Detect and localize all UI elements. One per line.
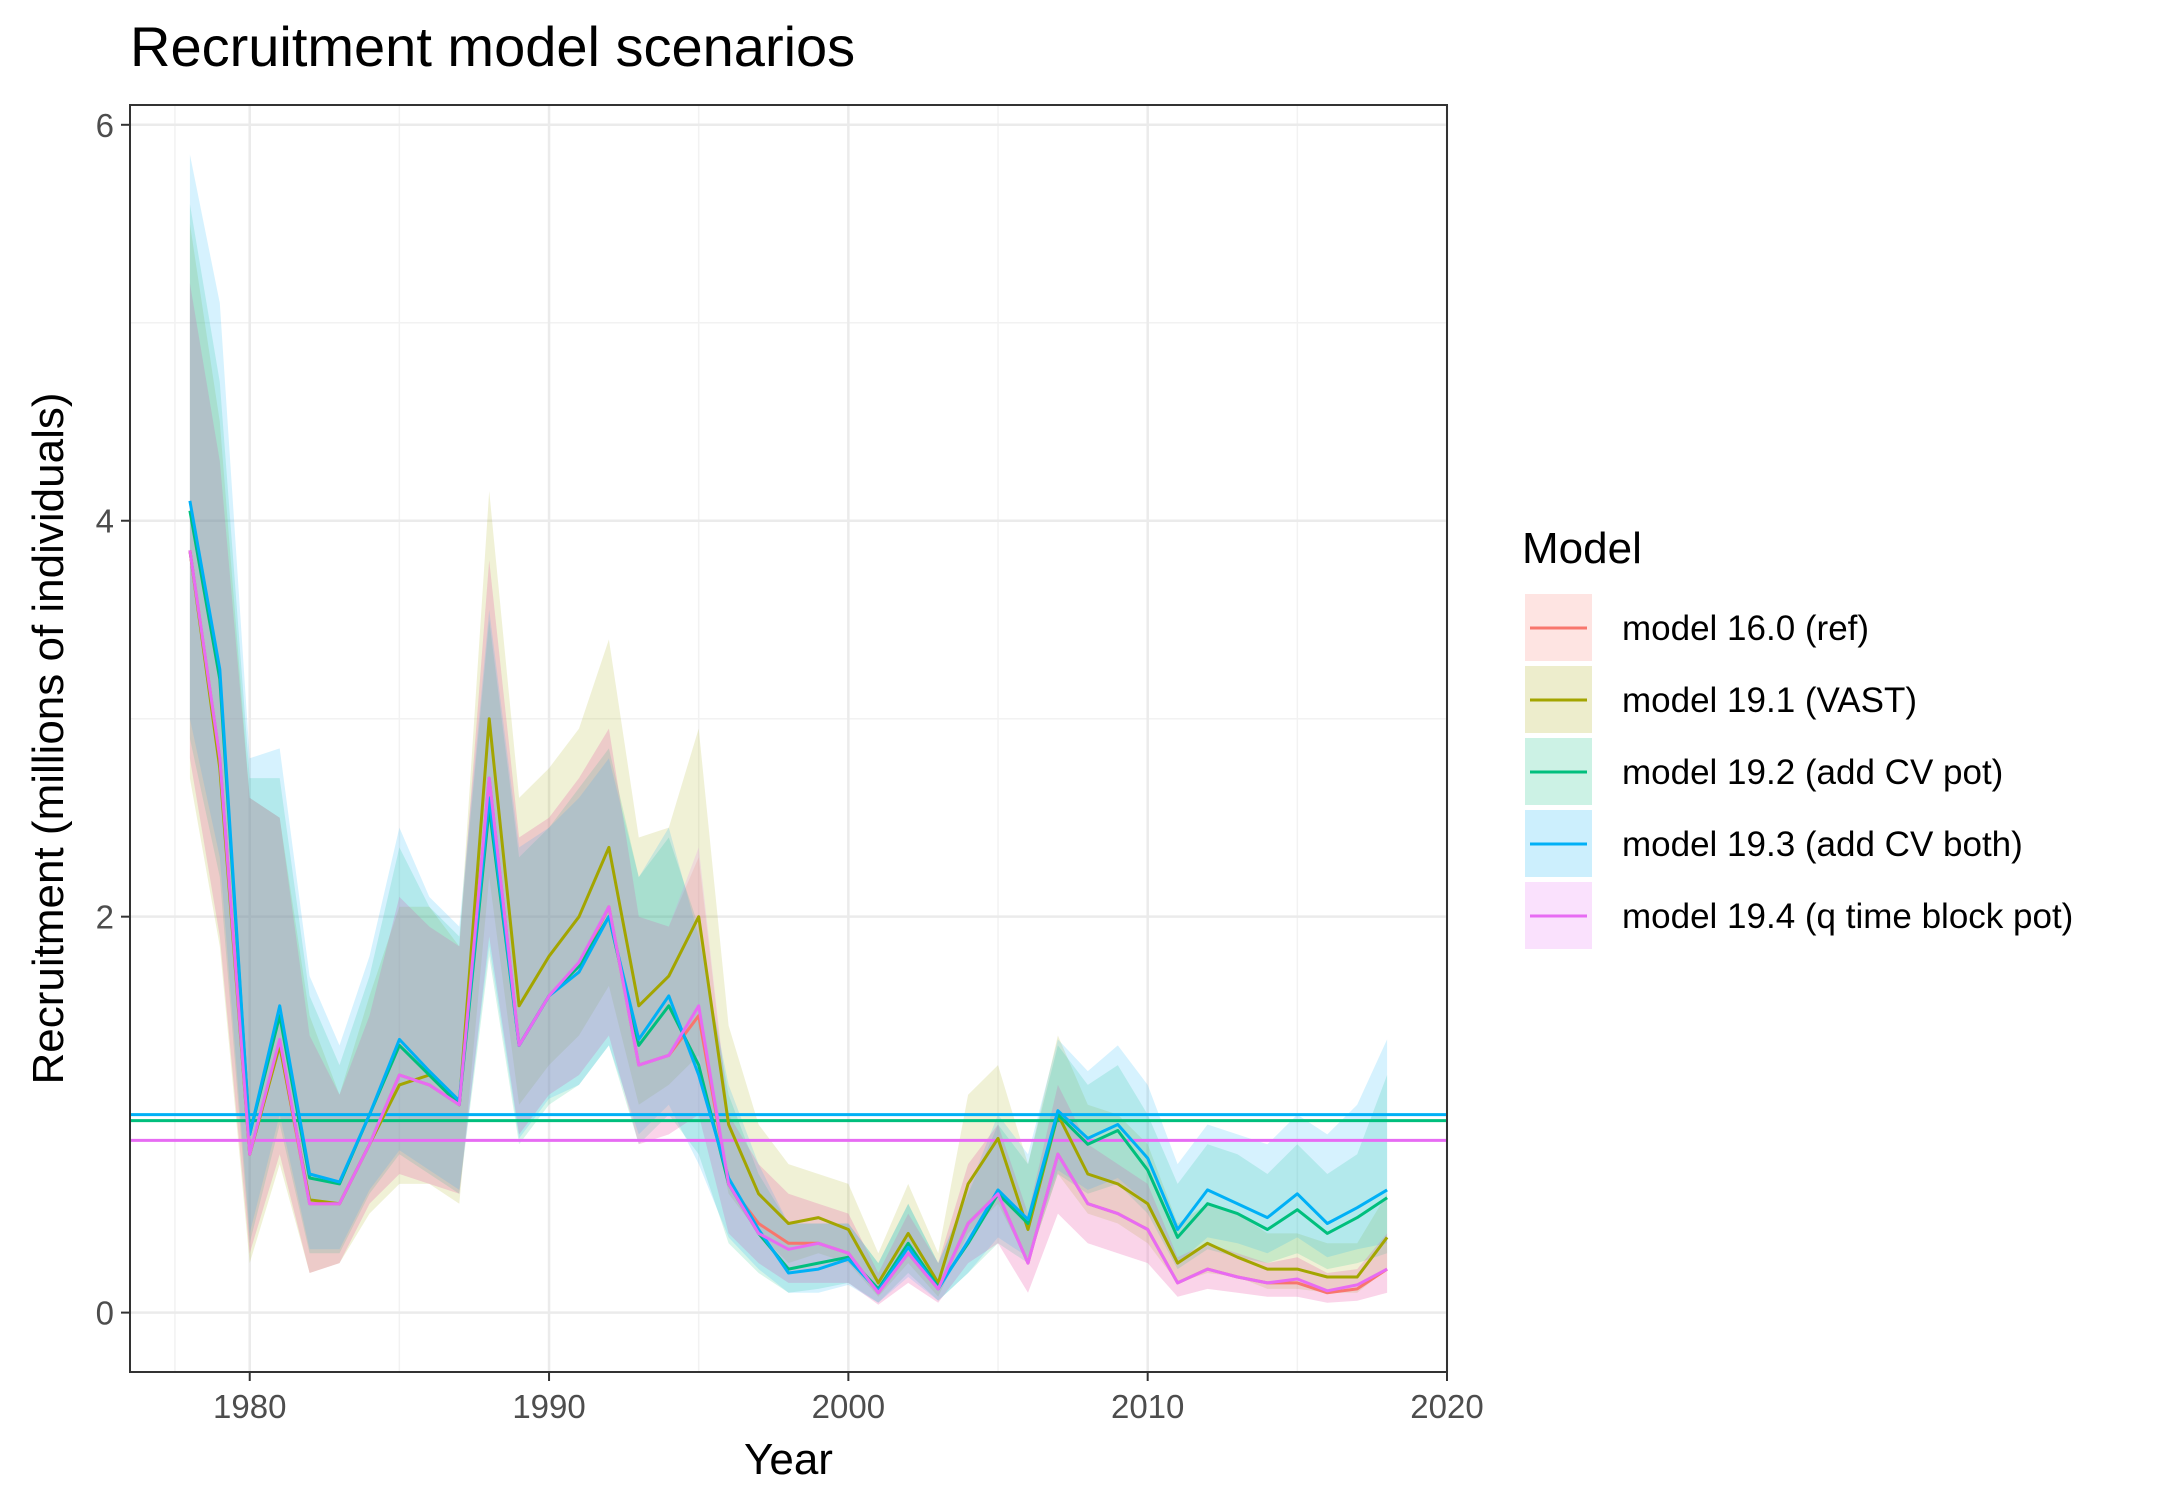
legend-label-series-2: model 19.1 (VAST): [1622, 681, 1917, 720]
y-axis: 0 2 4 6: [96, 107, 130, 1332]
legend-label-series-3: model 19.2 (add CV pot): [1622, 753, 2003, 792]
x-axis-title: Year: [744, 1435, 833, 1484]
x-tick-label: 2020: [1410, 1388, 1483, 1425]
chart-title: Recruitment model scenarios: [130, 15, 856, 78]
y-tick-label: 6: [96, 107, 114, 144]
y-tick-label: 0: [96, 1295, 114, 1332]
line-series-2: [188, 550, 1389, 1285]
line-series-5: [188, 550, 1388, 1295]
line-series-4: [188, 500, 1388, 1293]
y-tick-label: 2: [96, 899, 114, 936]
legend-label-series-1: model 16.0 (ref): [1622, 609, 1869, 648]
x-tick-label: 1990: [512, 1388, 585, 1425]
y-tick-label: 4: [96, 503, 114, 540]
series-lines: [188, 500, 1389, 1295]
legend-label-series-4: model 19.3 (add CV both): [1622, 825, 2023, 864]
legend-label-series-5: model 19.4 (q time block pot): [1622, 897, 2073, 936]
x-tick-label: 1980: [213, 1388, 286, 1425]
x-tick-label: 2000: [812, 1388, 885, 1425]
major-gridlines: [130, 105, 1449, 1372]
legend-title: Model: [1522, 524, 1642, 573]
mean-reference-lines: [130, 1113, 1447, 1142]
x-tick-label: 2010: [1111, 1388, 1184, 1425]
y-axis-title: Recruitment (millions of individuals): [24, 392, 73, 1084]
ribbon-series-2: [189, 223, 1388, 1297]
x-axis: 1980 1990 2000 2010 2020: [213, 1372, 1484, 1425]
legend: Model model 16.0 (ref) model 19.1 (VAST) m…: [1522, 524, 2073, 949]
confidence-ribbons: [189, 154, 1388, 1305]
ribbon-series-4: [189, 154, 1388, 1303]
plot-panel-border: [129, 104, 1448, 1373]
